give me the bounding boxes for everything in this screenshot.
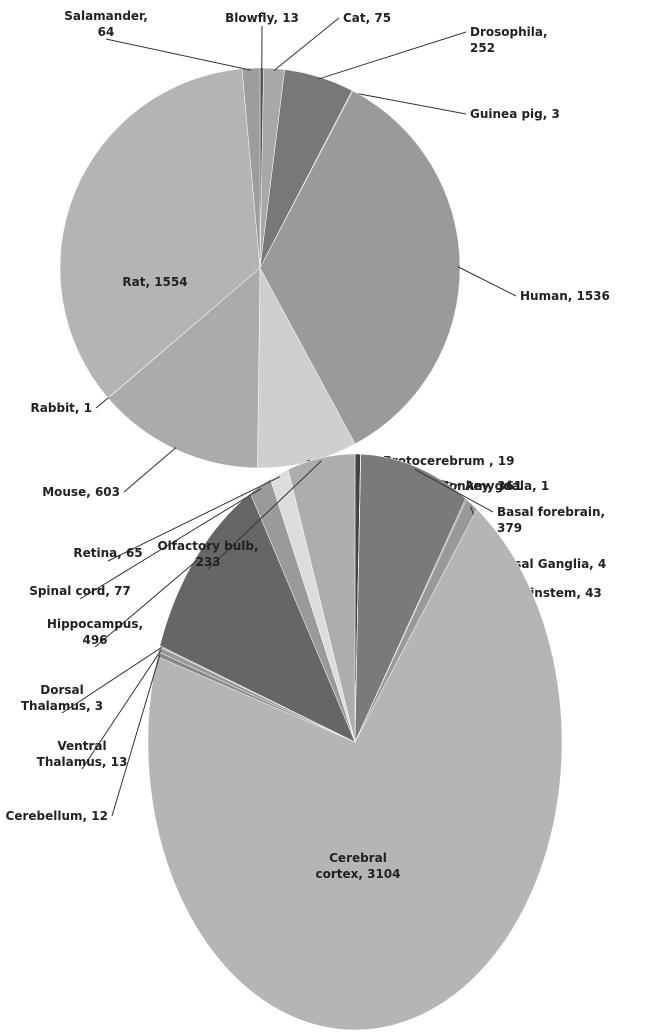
leader-line <box>273 17 340 71</box>
leader-line <box>107 476 281 562</box>
data-label: Rabbit, 1 <box>31 401 92 415</box>
leader-line <box>207 460 322 570</box>
pie-slice <box>259 90 461 445</box>
leader-line <box>81 650 162 770</box>
data-label: Blowfly, 13 <box>225 11 299 25</box>
leader-line <box>351 91 467 115</box>
data-label: Retina, 65 <box>73 546 142 560</box>
pie-slice <box>59 68 261 399</box>
data-label: Rat, 1554 <box>122 275 187 289</box>
data-label: Cerebellum, 12 <box>6 809 108 823</box>
leader-line <box>61 646 162 714</box>
leader-line <box>94 559 198 648</box>
leader-line <box>123 446 177 493</box>
pie-slice <box>287 453 356 743</box>
pie-slice <box>159 493 356 743</box>
leader-line <box>79 488 262 600</box>
data-label: Mouse, 603 <box>42 485 120 499</box>
leader-line <box>414 468 494 513</box>
data-label: Cerebral cortex, 3104 <box>315 851 400 881</box>
leader-line <box>105 38 252 71</box>
leader-line <box>95 396 110 409</box>
data-label: Salamander, 64 <box>64 9 148 39</box>
pie-slice <box>107 267 261 469</box>
data-label: Drosophila, 252 <box>470 25 548 55</box>
data-label: Monkey, 361 <box>437 479 522 493</box>
data-label: Hippocampus, 496 <box>47 617 143 647</box>
data-label: Ventral Thalamus, 13 <box>37 739 128 769</box>
data-label: Basal forebrain, 379 <box>497 505 605 535</box>
pie-slice <box>147 508 563 1031</box>
leader-line <box>457 266 517 297</box>
pie-slice <box>241 67 261 269</box>
data-label: Spinal cord, 77 <box>29 584 131 598</box>
leader-line <box>318 31 467 80</box>
data-label: Guinea pig, 3 <box>470 107 560 121</box>
data-label: Amygdala, 1 <box>465 479 549 493</box>
data-label: Protocerebrum , 19 <box>383 454 514 468</box>
data-label: Olfactory bulb, 233 <box>157 539 258 569</box>
data-label: Human, 1536 <box>520 289 610 303</box>
data-label: Dorsal Thalamus, 3 <box>21 683 103 713</box>
leader-line <box>111 654 161 817</box>
data-label: Cat, 75 <box>343 11 391 25</box>
data-label: Basal Ganglia, 4 <box>497 557 606 571</box>
